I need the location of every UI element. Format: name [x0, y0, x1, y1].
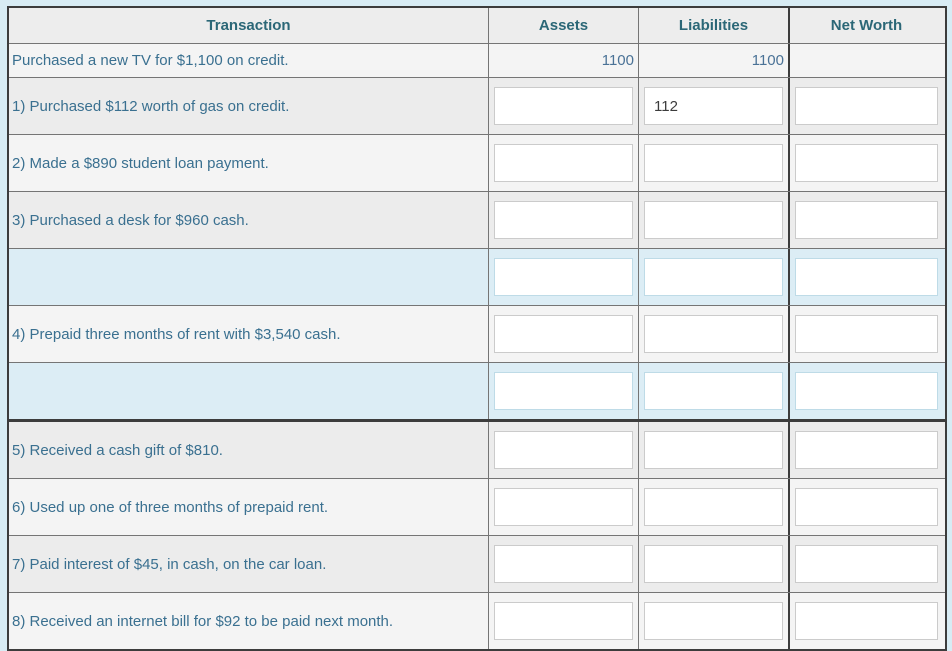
assets-input[interactable]: [494, 545, 633, 583]
assets-cell: [488, 479, 638, 535]
net-worth-input[interactable]: [795, 602, 938, 640]
net-worth-input[interactable]: [795, 258, 938, 296]
liabilities-cell: 1100: [638, 44, 788, 77]
liabilities-cell: [638, 192, 788, 248]
liabilities-cell: [638, 536, 788, 592]
table-row: 7) Paid interest of $45, in cash, on the…: [9, 535, 945, 592]
transaction-label: [9, 363, 488, 419]
net-worth-input[interactable]: [795, 488, 938, 526]
net-worth-input[interactable]: [795, 87, 938, 125]
table-row: [9, 362, 945, 419]
liabilities-cell: [638, 363, 788, 419]
liabilities-input[interactable]: [644, 87, 783, 125]
liabilities-cell: [638, 422, 788, 478]
table-row: 6) Used up one of three months of prepai…: [9, 478, 945, 535]
net-worth-cell: [788, 422, 943, 478]
liabilities-cell: [638, 78, 788, 134]
table-row: 4) Prepaid three months of rent with $3,…: [9, 305, 945, 362]
liabilities-cell: [638, 306, 788, 362]
transaction-label: 5) Received a cash gift of $810.: [12, 441, 223, 459]
net-worth-input[interactable]: [795, 372, 938, 410]
assets-cell: [488, 536, 638, 592]
net-worth-cell: [788, 78, 943, 134]
net-worth-input[interactable]: [795, 144, 938, 182]
assets-cell: [488, 135, 638, 191]
assets-cell: [488, 593, 638, 649]
assets-value: 1100: [601, 52, 634, 69]
liabilities-cell: [638, 479, 788, 535]
liabilities-input[interactable]: [644, 372, 783, 410]
assets-cell: [488, 78, 638, 134]
liabilities-input[interactable]: [644, 144, 783, 182]
transaction-label: 2) Made a $890 student loan payment.: [12, 154, 269, 172]
assets-input[interactable]: [494, 431, 633, 469]
assets-input[interactable]: [494, 201, 633, 239]
assets-cell: [488, 249, 638, 305]
table-row: 1) Purchased $112 worth of gas on credit…: [9, 77, 945, 134]
transaction-label: 1) Purchased $112 worth of gas on credit…: [12, 97, 290, 115]
assets-input[interactable]: [494, 87, 633, 125]
table-row: 5) Received a cash gift of $810.: [9, 419, 945, 478]
assets-input[interactable]: [494, 258, 633, 296]
liabilities-input[interactable]: [644, 201, 783, 239]
assets-cell: [488, 422, 638, 478]
column-header-transaction: Transaction: [206, 17, 291, 34]
assets-input[interactable]: [494, 488, 633, 526]
liabilities-input[interactable]: [644, 258, 783, 296]
transaction-label: 8) Received an internet bill for $92 to …: [12, 612, 394, 630]
column-header-liabilities: Liabilities: [638, 8, 788, 43]
table-row: 2) Made a $890 student loan payment.: [9, 134, 945, 191]
liabilities-value: 1100: [751, 52, 784, 69]
net-worth-input[interactable]: [795, 201, 938, 239]
net-worth-cell: [788, 44, 943, 77]
net-worth-cell: [788, 249, 943, 305]
net-worth-cell: [788, 536, 943, 592]
net-worth-cell: [788, 192, 943, 248]
net-worth-input[interactable]: [795, 545, 938, 583]
net-worth-cell: [788, 135, 943, 191]
table-header-row: Transaction Assets Liabilities Net Worth: [9, 8, 945, 43]
column-header-net-worth: Net Worth: [788, 8, 943, 43]
liabilities-cell: [638, 249, 788, 305]
assets-input[interactable]: [494, 315, 633, 353]
liabilities-input[interactable]: [644, 315, 783, 353]
liabilities-cell: [638, 593, 788, 649]
net-worth-input[interactable]: [795, 431, 938, 469]
net-worth-cell: [788, 363, 943, 419]
liabilities-input[interactable]: [644, 545, 783, 583]
net-worth-cell: [788, 306, 943, 362]
assets-cell: [488, 363, 638, 419]
liabilities-input[interactable]: [644, 488, 783, 526]
assets-input[interactable]: [494, 144, 633, 182]
transactions-table: Transaction Assets Liabilities Net Worth…: [7, 6, 947, 651]
transaction-label: [9, 249, 488, 305]
column-header-assets: Assets: [488, 8, 638, 43]
net-worth-cell: [788, 593, 943, 649]
transaction-label: 3) Purchased a desk for $960 cash.: [12, 211, 249, 229]
table-row: [9, 248, 945, 305]
assets-cell: 1100: [488, 44, 638, 77]
table-row: 3) Purchased a desk for $960 cash.: [9, 191, 945, 248]
transaction-label: 6) Used up one of three months of prepai…: [12, 498, 329, 516]
net-worth-cell: [788, 479, 943, 535]
table-row: 8) Received an internet bill for $92 to …: [9, 592, 945, 649]
assets-cell: [488, 192, 638, 248]
transaction-label: 4) Prepaid three months of rent with $3,…: [12, 325, 341, 343]
assets-input[interactable]: [494, 602, 633, 640]
liabilities-input[interactable]: [644, 431, 783, 469]
transaction-label: 7) Paid interest of $45, in cash, on the…: [12, 555, 327, 573]
liabilities-input[interactable]: [644, 602, 783, 640]
assets-input[interactable]: [494, 372, 633, 410]
assets-cell: [488, 306, 638, 362]
table-row: Purchased a new TV for $1,100 on credit.…: [9, 43, 945, 77]
net-worth-input[interactable]: [795, 315, 938, 353]
liabilities-cell: [638, 135, 788, 191]
transaction-label: Purchased a new TV for $1,100 on credit.: [12, 52, 289, 69]
